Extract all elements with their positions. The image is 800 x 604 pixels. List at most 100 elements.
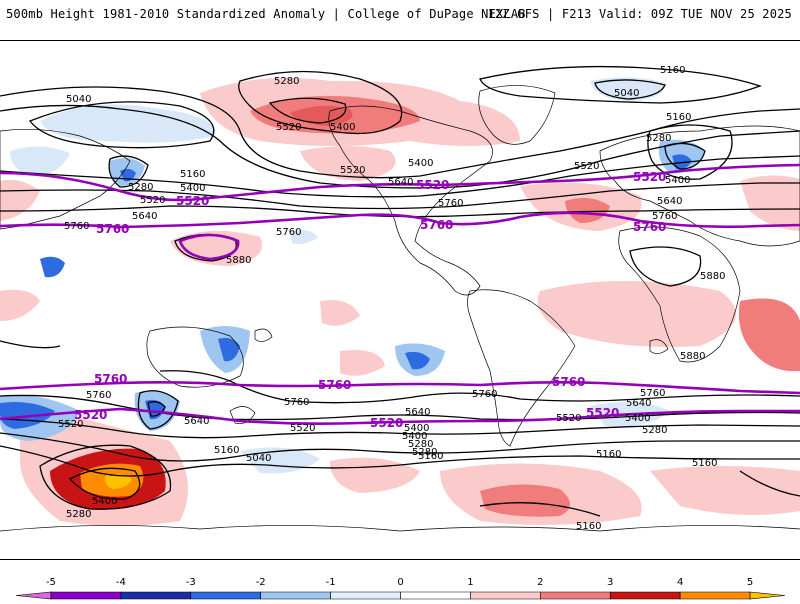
contour-label-5520: 5520 — [370, 416, 403, 430]
contour-label: 5400 — [625, 413, 650, 424]
anomaly-negative-area — [405, 351, 430, 370]
contour-label: 5760 — [276, 227, 301, 238]
contour-label: 5760 — [640, 388, 665, 399]
colorbar-tick-label: -4 — [116, 577, 126, 588]
colorbar-bin — [190, 591, 261, 600]
contour-label: 5520 — [58, 419, 83, 430]
contour-label: 5280 — [66, 509, 91, 520]
contour-label-5520: 5520 — [633, 170, 666, 184]
contour-label: 5640 — [405, 407, 430, 418]
contour-label: 5760 — [64, 221, 89, 232]
contour-label: 5520 — [140, 195, 165, 206]
contour-label: 5760 — [86, 390, 111, 401]
anomaly-negative-area — [10, 146, 70, 176]
colorbar-tick-label: 4 — [677, 577, 683, 588]
anomaly-negative-area — [40, 256, 65, 278]
anomaly-negative-area — [290, 229, 318, 245]
contour-line — [0, 340, 61, 349]
contour-line — [0, 418, 800, 439]
colorbar-bin — [400, 591, 471, 600]
run-info: 12Z GFS | F213 Valid: 09Z TUE NOV 25 202… — [487, 7, 792, 21]
colorbar-bin — [260, 591, 331, 600]
anomaly-positive-area — [300, 146, 396, 181]
contour-label: 5520 — [290, 423, 315, 434]
colorbar-bin — [120, 591, 192, 600]
contour-line — [39, 444, 172, 510]
colorbar-bin — [15, 591, 52, 600]
contour-label: 5400 — [402, 431, 427, 442]
contour-line — [108, 155, 149, 188]
contour-label: 5040 — [246, 453, 271, 464]
contour-label: 5640 — [626, 398, 651, 409]
anomaly-positive-area — [330, 457, 420, 493]
contour-label: 5280 — [412, 447, 437, 458]
anomaly-positive-area — [537, 281, 736, 347]
contour-label: 5400 — [408, 158, 433, 169]
anomaly-positive-area — [320, 300, 360, 326]
contour-label-5520: 5520 — [74, 408, 107, 422]
contour-line — [664, 142, 706, 170]
contour-line — [739, 470, 800, 497]
anomaly-positive-area — [104, 474, 132, 489]
coastline-south-america — [467, 289, 576, 447]
contour-line — [268, 97, 347, 124]
contour-label: 5880 — [226, 255, 251, 266]
contour-labels: 5040 5280 5520 5400 5520 5400 5160 5040 … — [58, 65, 725, 532]
contour-label: 5400 — [92, 496, 117, 507]
contour-label-5760: 5760 — [96, 222, 129, 236]
contour-line — [0, 432, 800, 462]
colorbar-tick-label: 3 — [607, 577, 613, 588]
contour-label-5760: 5760 — [318, 378, 351, 392]
anomaly-positive-area — [0, 289, 40, 321]
colorbar-bin — [50, 591, 122, 600]
contour-line — [479, 502, 601, 517]
contour-5760-nh — [0, 211, 800, 229]
contour-label-5760: 5760 — [552, 375, 585, 389]
header: 500mb Height 1981-2010 Standardized Anom… — [0, 0, 800, 28]
contour-label: 5160 — [576, 521, 601, 532]
anomaly-negative-area — [218, 337, 240, 362]
colorbar-bin — [470, 591, 541, 600]
contour-label: 5400 — [665, 175, 690, 186]
coastlines — [0, 85, 800, 532]
colorbar-bin — [330, 591, 401, 600]
anomaly-positive-area — [650, 466, 800, 515]
map-svg: 5040 5280 5520 5400 5520 5400 5160 5040 … — [0, 65, 800, 532]
contour-label: 5640 — [132, 211, 157, 222]
contour-label: 5760 — [652, 211, 677, 222]
contour-label: 5160 — [660, 65, 685, 76]
contour-label: 5040 — [66, 94, 91, 105]
contour-label: 5640 — [657, 196, 682, 207]
colorbar: -5 -4 -3 -2 -1 0 1 2 3 4 5 — [0, 572, 800, 600]
colorbar-bin — [749, 591, 786, 600]
contour-line — [629, 246, 702, 287]
coastline-island — [254, 328, 273, 342]
height-contours — [0, 65, 800, 517]
contour-label: 5760 — [472, 389, 497, 400]
contour-label: 5280 — [128, 182, 153, 193]
anomaly-positive-area — [738, 298, 800, 372]
colorbar-tick-label: 5 — [747, 577, 753, 588]
contour-label: 5760 — [284, 397, 309, 408]
anomaly-positive-area — [565, 197, 610, 223]
contour-label: 5400 — [330, 122, 355, 133]
contour-label: 5160 — [596, 449, 621, 460]
colorbar-tick-label: 1 — [467, 577, 473, 588]
contour-label: 5880 — [680, 351, 705, 362]
colorbar-tick-label: -1 — [326, 577, 336, 588]
contour-label-5760: 5760 — [420, 218, 453, 232]
contour-line — [137, 390, 179, 430]
contour-line — [147, 401, 166, 417]
coastline-eurasia — [599, 125, 800, 247]
colorbar-tick-label: 0 — [397, 577, 403, 588]
colorbar-bin — [609, 591, 681, 600]
contour-label: 5160 — [666, 112, 691, 123]
highlight-contours — [0, 163, 800, 425]
contour-label: 5280 — [646, 133, 671, 144]
coastline-africa — [618, 226, 741, 363]
contour-label-5520: 5520 — [586, 406, 619, 420]
anomaly-positive-area — [0, 179, 40, 221]
contour-label: 5160 — [692, 458, 717, 469]
anomaly-positive-area — [480, 484, 570, 517]
coastline-island — [649, 339, 669, 354]
